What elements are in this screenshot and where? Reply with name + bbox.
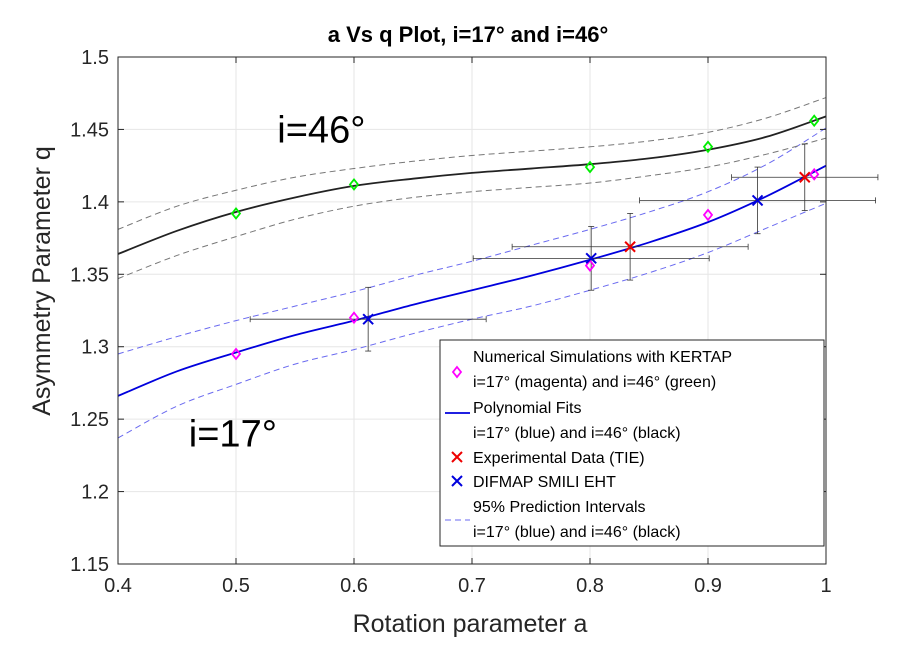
sim-point-magenta-1 bbox=[348, 311, 360, 325]
legend-entry-fits-line1: Polynomial Fits bbox=[473, 400, 581, 417]
sim-point-green-1 bbox=[348, 178, 360, 191]
marker-layer bbox=[230, 114, 820, 361]
tie-point-0 bbox=[624, 241, 636, 253]
x-tick-label-3: 0.7 bbox=[458, 575, 486, 597]
difmap-point-0 bbox=[362, 313, 374, 325]
sim-point-magenta-0 bbox=[230, 347, 242, 361]
pi-line-4 bbox=[117, 127, 827, 355]
x-tick-label-0: 0.4 bbox=[104, 575, 132, 597]
y-tick-label-4: 1.35 bbox=[70, 264, 109, 286]
tick-label-layer: 0.4 0.5 0.6 0.7 0.8 0.9 1 1.15 1.2 1.25 1.3 1.35 1.4… bbox=[70, 47, 832, 597]
legend-entry-pi-line2: i=17° (blue) and i=46° (black) bbox=[473, 524, 681, 541]
legend-swatch-difmap-x bbox=[451, 475, 463, 487]
y-tick-label-5: 1.4 bbox=[81, 192, 109, 214]
sim-point-green-0 bbox=[230, 207, 242, 220]
fit-line-black bbox=[117, 115, 827, 255]
legend-entry-pi-line1: 95% Prediction Intervals bbox=[473, 499, 646, 516]
y-tick-label-2: 1.25 bbox=[70, 409, 109, 431]
polynomial-fit-layer bbox=[117, 115, 827, 397]
legend-swatch-diamond bbox=[451, 365, 463, 379]
difmap-point-1 bbox=[585, 252, 597, 265]
x-tick-label-2: 0.6 bbox=[340, 575, 368, 597]
legend-entry-tie: Experimental Data (TIE) bbox=[473, 450, 645, 467]
y-tick-label-0: 1.15 bbox=[70, 554, 109, 576]
x-tick-label-6: 1 bbox=[820, 575, 831, 597]
x-tick-label-1: 0.5 bbox=[222, 575, 250, 597]
sim-point-green-4 bbox=[809, 114, 820, 128]
fit-line-blue bbox=[117, 164, 827, 397]
sim-point-magenta-3 bbox=[702, 208, 714, 222]
pi-line-7 bbox=[117, 137, 827, 280]
sim-point-magenta-2 bbox=[584, 259, 596, 273]
tie-point-1 bbox=[799, 171, 811, 183]
legend: Numerical Simulations with KERTAP i=17° … bbox=[439, 339, 825, 547]
annotation-i17: i=17° bbox=[189, 414, 277, 456]
legend-entry-difmap: DIFMAP SMILI EHT bbox=[473, 474, 616, 491]
sim-point-magenta-4 bbox=[809, 167, 820, 181]
legend-swatches bbox=[445, 365, 470, 521]
pi-line-6 bbox=[117, 97, 827, 230]
difmap-point-2 bbox=[751, 194, 764, 207]
sim-point-green-2 bbox=[584, 160, 596, 174]
legend-swatch-tie-x bbox=[451, 451, 463, 463]
x-tick-label-4: 0.8 bbox=[576, 575, 604, 597]
chart-title: a Vs q Plot, i=17° and i=46° bbox=[328, 22, 609, 47]
legend-entry-simulations-line2: i=17° (magenta) and i=46° (green) bbox=[473, 374, 716, 391]
x-axis-label: Rotation parameter a bbox=[353, 610, 588, 638]
error-bar-layer bbox=[249, 143, 879, 352]
y-tick-label-1: 1.2 bbox=[81, 482, 109, 504]
y-axis-label: Asymmetry Parameter q bbox=[28, 146, 56, 416]
legend-entry-fits-line2: i=17° (blue) and i=46° (black) bbox=[473, 425, 681, 442]
x-tick-label-5: 0.9 bbox=[694, 575, 722, 597]
sim-point-green-3 bbox=[702, 140, 714, 154]
y-tick-label-6: 1.45 bbox=[70, 119, 109, 141]
legend-entry-simulations-line1: Numerical Simulations with KERTAP bbox=[473, 349, 732, 366]
legend-box bbox=[439, 339, 825, 547]
annotation-i46: i=46° bbox=[277, 109, 365, 151]
axes-layer bbox=[117, 56, 827, 565]
y-tick-label-3: 1.3 bbox=[81, 337, 109, 359]
y-tick-label-7: 1.5 bbox=[81, 47, 109, 69]
